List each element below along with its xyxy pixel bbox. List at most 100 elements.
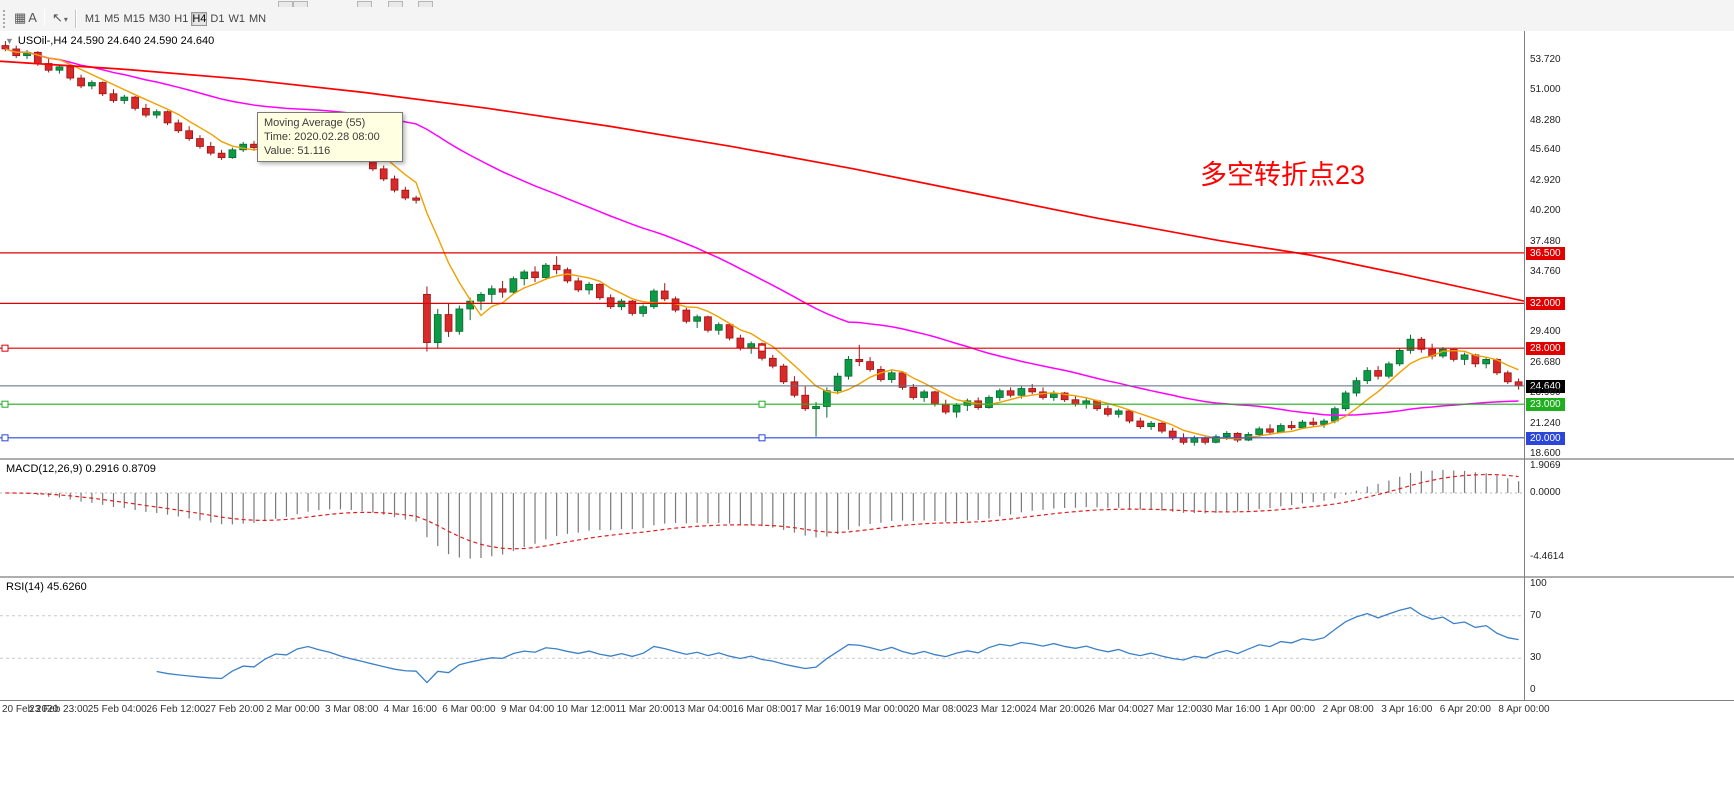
- macd-axis-label: 1.9069: [1530, 459, 1561, 471]
- price-axis-label: 53.720: [1530, 53, 1561, 65]
- time-axis-label: 3 Apr 16:00: [1381, 704, 1433, 715]
- time-axis-label: 13 Mar 04:00: [673, 704, 733, 715]
- rsi-axis-label: 30: [1530, 652, 1542, 664]
- time-axis-label: 1 Apr 00:00: [1263, 704, 1316, 715]
- symbol-header: ▼ USOil-,H4 24.590 24.640 24.590 24.640: [5, 35, 214, 47]
- chart-shift-icon: ▼: [5, 36, 14, 46]
- time-axis-label: 4 Mar 16:00: [383, 704, 437, 715]
- time-axis-label: 23 Feb 23:00: [29, 704, 89, 715]
- toolbar-separator: [74, 9, 77, 28]
- line-handle[interactable]: [758, 434, 766, 442]
- macd-signal-line: [5, 473, 1519, 550]
- price-axis-label: 18.600: [1530, 447, 1561, 459]
- partial-icon[interactable]: [278, 1, 293, 7]
- timeframe-button-m1[interactable]: M1: [84, 13, 101, 25]
- timeframe-button-d1[interactable]: D1: [210, 13, 225, 25]
- timeframe-button-m15[interactable]: M15: [123, 13, 145, 25]
- time-axis-label: 27 Feb 20:00: [204, 704, 264, 715]
- time-axis-label: 30 Mar 16:00: [1201, 704, 1261, 715]
- rsi-panel: [0, 578, 1524, 700]
- line-handle[interactable]: [1, 344, 9, 352]
- price-line-badge-23.000: 23.000: [1526, 398, 1565, 412]
- rsi-axis-label: 100: [1530, 578, 1547, 589]
- time-axis-label: 26 Feb 12:00: [146, 704, 206, 715]
- tooltip-time: Time: 2020.02.28 08:00: [264, 131, 380, 143]
- candles-layer: [1, 41, 1523, 446]
- time-axis-label: 16 Mar 08:00: [732, 704, 792, 715]
- toolbar: ▦ A ↖▾ M1 M5 M15 M30 H1 H4 D1 W1 MN: [0, 0, 1734, 32]
- price-axis-label: 23.960: [1530, 387, 1561, 399]
- tooltip-value: Value: 51.116: [264, 145, 331, 157]
- time-axis-label: 2 Mar 00:00: [266, 704, 320, 715]
- hline-23.000[interactable]: [0, 400, 1524, 408]
- rsi-line: [156, 606, 1519, 684]
- current-price-badge: 24.640: [1526, 379, 1565, 393]
- charts-grid-icon[interactable]: ▦: [14, 9, 27, 25]
- partial-icon[interactable]: [418, 1, 433, 7]
- time-axis-label: 20 Mar 08:00: [908, 704, 968, 715]
- dropdown-arrow-icon[interactable]: ▾: [63, 14, 68, 24]
- rsi-indicator-label: RSI(14) 45.6260: [6, 581, 87, 593]
- timeframe-button-m30[interactable]: M30: [148, 13, 171, 25]
- main-price-panel: ▼ USOil-,H4 24.590 24.640 24.590 24.640 M…: [0, 31, 1524, 458]
- toolbar-separator: [43, 8, 45, 26]
- macd-chart-canvas[interactable]: [0, 460, 1524, 576]
- partial-icon[interactable]: [293, 1, 308, 7]
- line-handle[interactable]: [758, 400, 766, 408]
- chart-text-annotation[interactable]: 多空转折点23: [1200, 160, 1366, 190]
- time-axis-label: 20 Feb 2020: [2, 704, 59, 715]
- partial-icon[interactable]: [388, 1, 403, 7]
- timeframe-button-mn[interactable]: MN: [248, 13, 267, 25]
- time-axis-label: 10 Mar 12:00: [556, 704, 616, 715]
- text-annotation-icon[interactable]: A: [28, 9, 37, 25]
- line-handle[interactable]: [758, 344, 766, 352]
- hline-20.000[interactable]: [0, 434, 1524, 442]
- price-axis-label: 42.920: [1530, 174, 1561, 186]
- ma-55-line[interactable]: [5, 48, 1519, 416]
- symbol-ohlc-label: USOil-,H4 24.590 24.640 24.590 24.640: [17, 35, 215, 47]
- panel-splitter[interactable]: [0, 576, 1734, 578]
- cursor-tool-icon[interactable]: ↖▾: [51, 9, 68, 25]
- timeframe-button-m5[interactable]: M5: [104, 13, 120, 25]
- price-axis-label: 51.000: [1530, 84, 1561, 96]
- time-axis-label: 3 Mar 08:00: [325, 704, 379, 715]
- partial-icon[interactable]: [357, 1, 372, 7]
- time-axis-label: 11 Mar 20:00: [615, 704, 674, 715]
- price-line-badge-36.500: 36.500: [1526, 246, 1565, 260]
- ma-tooltip: Moving Average (55) Time: 2020.02.28 08:…: [257, 112, 403, 162]
- macd-indicator-label: MACD(12,26,9) 0.2916 0.8709: [6, 463, 156, 475]
- time-axis-label: 6 Mar 00:00: [442, 704, 496, 715]
- price-axis-label: 34.760: [1530, 266, 1561, 278]
- time-axis-label: 8 Apr 00:00: [1498, 704, 1550, 715]
- time-axis-label: 9 Mar 04:00: [500, 704, 555, 715]
- price-axis-label: 29.400: [1530, 326, 1561, 338]
- time-axis: 20 Feb 2020 23 Feb 23:00 25 Feb 04:00 26 Fe…: [0, 700, 1734, 717]
- tooltip-title: Moving Average (55): [264, 117, 366, 129]
- hline-28.000[interactable]: [0, 344, 1524, 352]
- time-axis-label: 24 Mar 20:00: [1025, 704, 1085, 715]
- main-chart-canvas[interactable]: [0, 31, 1524, 458]
- time-axis-label: 27 Mar 12:00: [1142, 704, 1202, 715]
- price-axis-label: 40.200: [1530, 205, 1561, 217]
- timeframe-button-h4[interactable]: H4: [191, 12, 208, 26]
- panel-splitter[interactable]: [0, 458, 1734, 460]
- line-handle[interactable]: [1, 434, 9, 442]
- time-axis-label: 23 Mar 12:00: [966, 704, 1026, 715]
- price-axis-label: 26.680: [1530, 356, 1561, 368]
- chart-window: ▼ USOil-,H4 24.590 24.640 24.590 24.640 M…: [0, 31, 1734, 792]
- time-axis-label: 2 Apr 08:00: [1322, 704, 1374, 715]
- macd-panel: [0, 460, 1524, 576]
- ma-fast-line[interactable]: [5, 48, 1519, 440]
- price-line-badge-32.000: 32.000: [1526, 297, 1565, 311]
- rsi-chart-canvas[interactable]: [0, 578, 1524, 700]
- price-line-badge-20.000: 20.000: [1526, 431, 1565, 445]
- price-line-badge-28.000: 28.000: [1526, 342, 1565, 356]
- timeframe-button-w1[interactable]: W1: [228, 13, 245, 25]
- time-axis-label: 25 Feb 04:00: [87, 704, 147, 715]
- toolbar-drag-handle[interactable]: [3, 9, 9, 28]
- macd-axis-label: 0.0000: [1530, 486, 1561, 498]
- timeframe-button-h1[interactable]: H1: [174, 13, 189, 25]
- line-handle[interactable]: [1, 400, 9, 408]
- time-axis-label: 17 Mar 16:00: [791, 704, 851, 715]
- time-axis-label: 6 Apr 20:00: [1439, 704, 1491, 715]
